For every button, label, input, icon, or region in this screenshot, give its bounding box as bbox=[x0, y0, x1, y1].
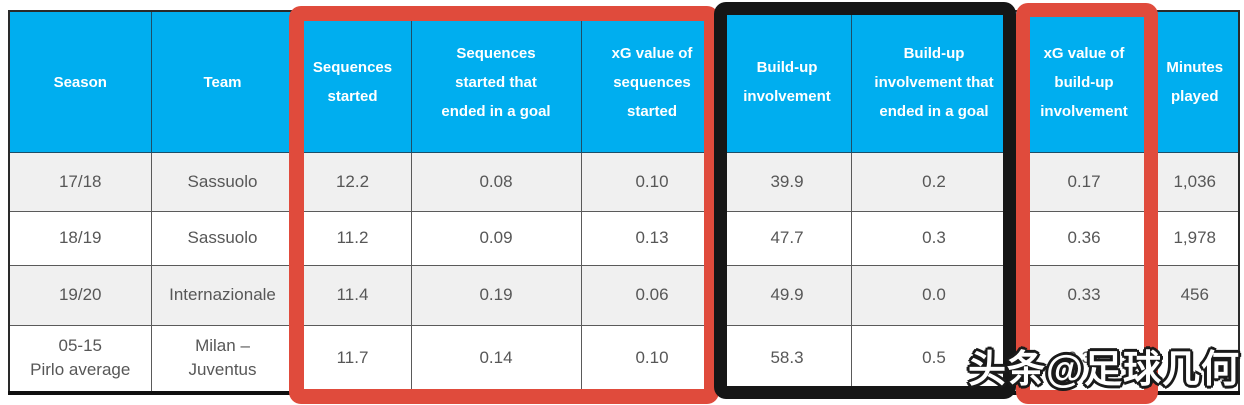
cell-sequences-goal: 0.14 bbox=[410, 325, 582, 393]
cell-sequences-started: 11.7 bbox=[293, 325, 412, 393]
toutiao-watermark: 头条@足球几何 bbox=[967, 349, 1240, 391]
cell-team: Sassuolo bbox=[150, 152, 295, 212]
column-header-season: Season bbox=[8, 10, 152, 153]
cell-xg-sequences: 0.13 bbox=[580, 211, 724, 266]
cell-xg-buildup: 0.36 bbox=[1016, 211, 1152, 266]
cell-buildup: 49.9 bbox=[722, 265, 852, 326]
cell-sequences-started: 12.2 bbox=[293, 152, 412, 212]
cell-buildup-goal: 0.5 bbox=[850, 325, 1018, 393]
cell-sequences-goal: 0.08 bbox=[410, 152, 582, 212]
cell-season: 19/20 bbox=[8, 265, 152, 326]
cell-minutes: 456 bbox=[1150, 265, 1240, 326]
stats-table: Season Team Sequences started Sequences … bbox=[8, 10, 1240, 395]
column-header-sequences-goal: Sequences started that ended in a goal bbox=[410, 10, 582, 153]
table-row-pirlo-average: 05-15 Pirlo average Milan – Juventus 11.… bbox=[8, 325, 1240, 393]
cell-buildup-goal: 0.0 bbox=[850, 265, 1018, 326]
column-header-sequences-started: Sequences started bbox=[293, 10, 412, 153]
cell-buildup: 39.9 bbox=[722, 152, 852, 212]
cell-sequences-goal: 0.19 bbox=[410, 265, 582, 326]
cell-buildup: 47.7 bbox=[722, 211, 852, 266]
cell-season: 17/18 bbox=[8, 152, 152, 212]
column-header-xg-sequences: xG value of sequences started bbox=[580, 10, 724, 153]
cell-sequences-goal: 0.09 bbox=[410, 211, 582, 266]
cell-buildup-goal: 0.3 bbox=[850, 211, 1018, 266]
column-header-buildup: Build-up involvement bbox=[722, 10, 852, 153]
table-row-19-20: 19/20 Internazionale 11.4 0.19 0.06 49.9… bbox=[8, 265, 1240, 326]
cell-team: Internazionale bbox=[150, 265, 295, 326]
header-row: Season Team Sequences started Sequences … bbox=[8, 10, 1240, 153]
table-row-18-19: 18/19 Sassuolo 11.2 0.09 0.13 47.7 0.3 0… bbox=[8, 211, 1240, 266]
column-header-xg-buildup: xG value of build-up involvement bbox=[1016, 10, 1152, 153]
cell-xg-sequences: 0.10 bbox=[580, 325, 724, 393]
cell-season: 18/19 bbox=[8, 211, 152, 266]
cell-minutes: 1,978 bbox=[1150, 211, 1240, 266]
cell-buildup-goal: 0.2 bbox=[850, 152, 1018, 212]
cell-xg-buildup: 0.33 bbox=[1016, 265, 1152, 326]
cell-buildup: 58.3 bbox=[722, 325, 852, 393]
cell-sequences-started: 11.4 bbox=[293, 265, 412, 326]
cell-season: 05-15 Pirlo average bbox=[8, 325, 152, 393]
cell-xg-buildup: 0.17 bbox=[1016, 152, 1152, 212]
cell-team: Milan – Juventus bbox=[150, 325, 295, 393]
cell-minutes: 1,036 bbox=[1150, 152, 1240, 212]
cell-xg-buildup: 0.36 bbox=[1016, 325, 1152, 393]
column-header-team: Team bbox=[150, 10, 295, 153]
cell-xg-sequences: 0.06 bbox=[580, 265, 724, 326]
cell-xg-sequences: 0.10 bbox=[580, 152, 724, 212]
column-header-minutes: Minutes played bbox=[1150, 10, 1240, 153]
cell-sequences-started: 11.2 bbox=[293, 211, 412, 266]
cell-team: Sassuolo bbox=[150, 211, 295, 266]
cell-minutes bbox=[1150, 325, 1240, 393]
column-header-buildup-goal: Build-up involvement that ended in a goa… bbox=[850, 10, 1018, 153]
table-row-17-18: 17/18 Sassuolo 12.2 0.08 0.10 39.9 0.2 0… bbox=[8, 152, 1240, 212]
